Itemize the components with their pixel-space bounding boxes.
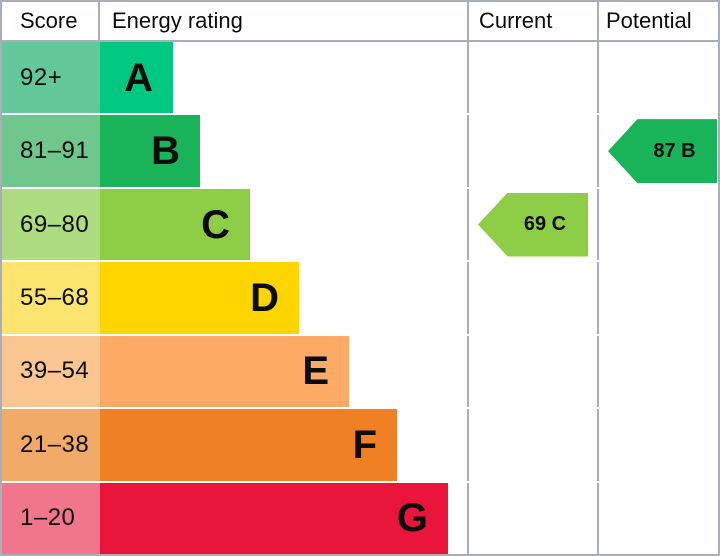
energy-cell-b: B — [100, 115, 467, 187]
current-cell-g — [467, 482, 597, 554]
band-rows: 92+ A 81–91 B 87 B 69–80 C 69 C — [2, 42, 718, 554]
potential-cell-b: 87 B — [597, 115, 718, 187]
potential-cell-g — [597, 482, 718, 554]
current-cell-f — [467, 409, 597, 481]
header-row: Score Energy rating Current Potential — [2, 2, 718, 42]
score-range-e: 39–54 — [2, 335, 100, 408]
score-range-c: 69–80 — [2, 188, 100, 261]
band-bar-g: G — [100, 482, 448, 554]
band-row-d: 55–68 D — [2, 262, 718, 336]
energy-cell-d: D — [100, 262, 467, 334]
current-cell-d — [467, 262, 597, 334]
potential-cell-e — [597, 335, 718, 408]
current-rating-arrow: 69 C — [478, 192, 588, 257]
score-range-a: 92+ — [2, 42, 100, 114]
energy-cell-a: A — [100, 42, 467, 114]
potential-rating-arrow: 87 B — [608, 119, 717, 184]
band-bar-a: A — [100, 42, 173, 114]
current-cell-b — [467, 115, 597, 187]
current-cell-e — [467, 335, 597, 408]
score-range-d: 55–68 — [2, 262, 100, 334]
score-range-f: 21–38 — [2, 409, 100, 481]
energy-cell-f: F — [100, 409, 467, 481]
score-range-b: 81–91 — [2, 115, 100, 187]
current-cell-a — [467, 42, 597, 114]
potential-cell-a — [597, 42, 718, 114]
band-bar-c: C — [100, 188, 250, 261]
band-row-a: 92+ A — [2, 42, 718, 116]
band-bar-f: F — [100, 409, 397, 481]
energy-cell-g: G — [100, 482, 467, 554]
score-range-g: 1–20 — [2, 482, 100, 554]
energy-cell-e: E — [100, 335, 467, 408]
current-cell-c: 69 C — [467, 188, 597, 261]
potential-cell-c — [597, 188, 718, 261]
potential-cell-d — [597, 262, 718, 334]
band-row-b: 81–91 B 87 B — [2, 115, 718, 189]
band-row-e: 39–54 E — [2, 335, 718, 410]
header-current: Current — [467, 2, 597, 40]
energy-cell-c: C — [100, 188, 467, 261]
potential-cell-f — [597, 409, 718, 481]
band-bar-b: B — [100, 115, 200, 187]
band-row-f: 21–38 F — [2, 409, 718, 483]
header-score: Score — [2, 2, 100, 40]
band-row-g: 1–20 G — [2, 482, 718, 554]
header-potential: Potential — [597, 2, 718, 40]
band-bar-e: E — [100, 335, 349, 408]
header-energy-rating: Energy rating — [112, 8, 243, 33]
band-row-c: 69–80 C 69 C — [2, 188, 718, 263]
band-bar-d: D — [100, 262, 299, 334]
